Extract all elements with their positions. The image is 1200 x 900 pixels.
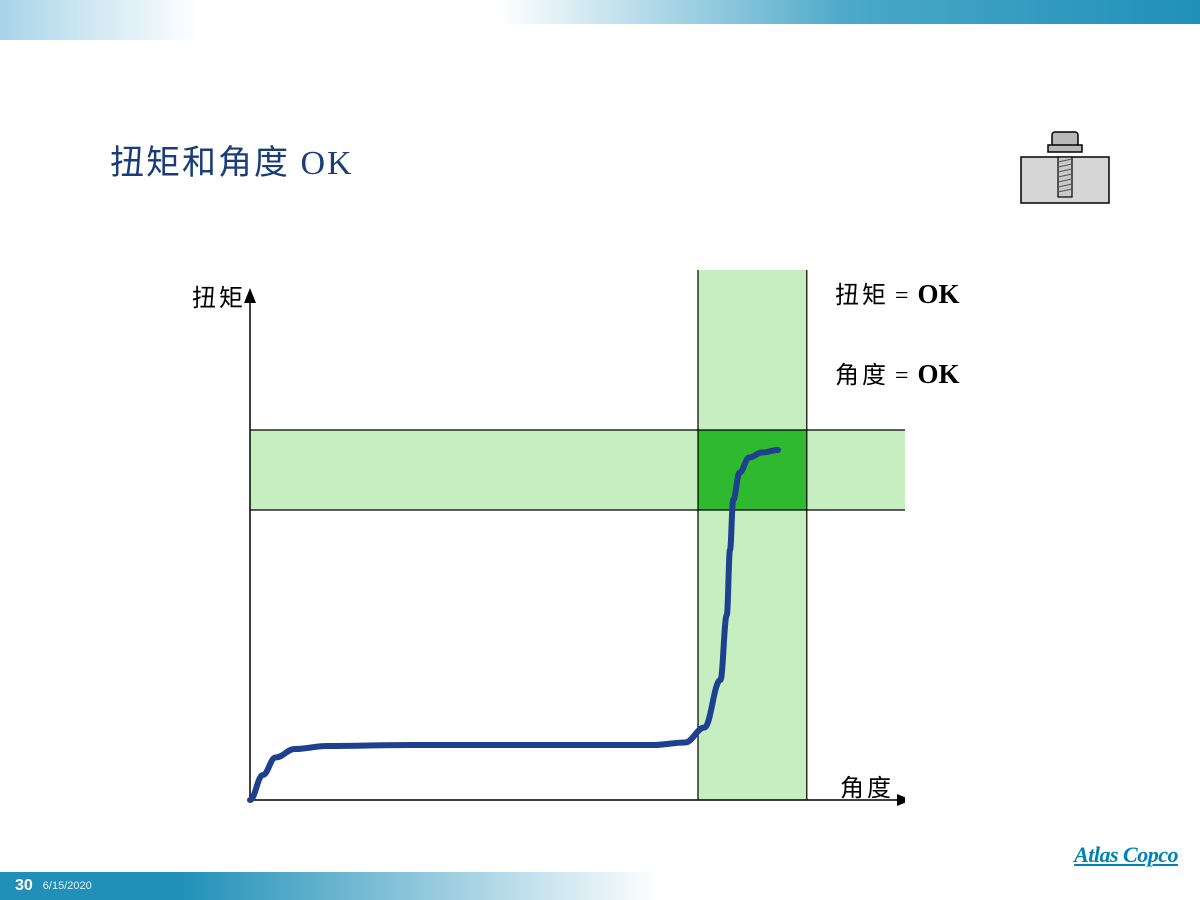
atlas-copco-logo: Atlas Copco — [1074, 842, 1178, 868]
slide-title: 扭矩和角度 OK — [110, 135, 354, 184]
angle-status-value: OK — [918, 359, 960, 390]
footer-bar: 30 6/15/2020 — [0, 872, 1200, 900]
top-left-gradient — [0, 0, 200, 40]
torque-status-value: OK — [918, 279, 960, 310]
page-number: 30 — [15, 877, 33, 895]
bolt-icon — [1015, 125, 1115, 225]
footer-date: 6/15/2020 — [43, 880, 92, 892]
top-right-bar — [500, 0, 1200, 24]
torque-angle-chart — [185, 270, 905, 820]
